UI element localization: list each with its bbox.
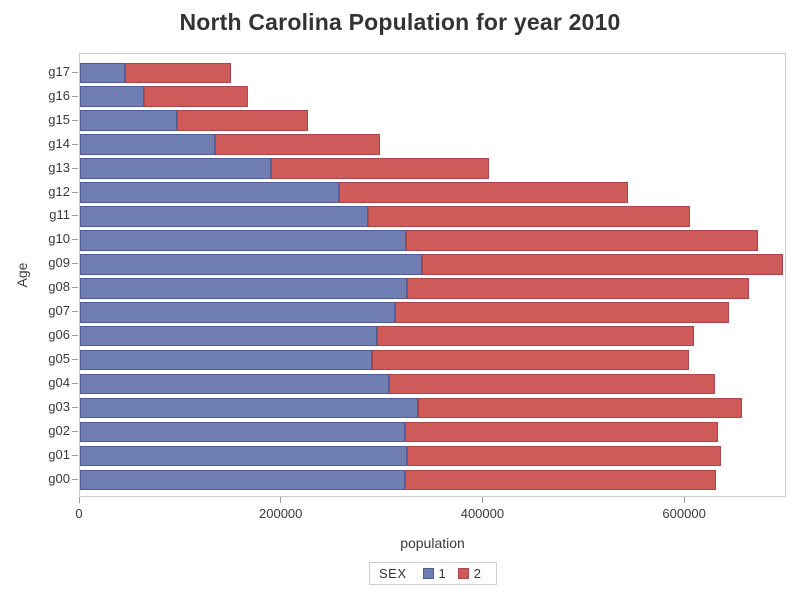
bar-g01-sex2 xyxy=(406,445,722,467)
y-tick-mark xyxy=(72,215,78,217)
bar-g16-sex1 xyxy=(80,86,144,107)
y-tick-label-g04: g04 xyxy=(48,375,70,391)
bar-g12-sex1 xyxy=(80,182,340,203)
x-tick-mark xyxy=(481,497,483,503)
bar-g07-sex2 xyxy=(394,302,730,323)
bar-g05-sex2 xyxy=(372,349,690,371)
bar-g04-sex1 xyxy=(80,373,389,395)
y-tick-mark xyxy=(72,383,78,385)
y-tick-mark xyxy=(72,454,78,456)
plot-area xyxy=(79,53,786,497)
bar-g09-sex2 xyxy=(421,254,783,275)
y-tick-label-g07: g07 xyxy=(48,303,70,319)
bar-g13-sex2 xyxy=(270,158,490,179)
legend-swatch-icon xyxy=(422,568,434,579)
y-tick-label-g02: g02 xyxy=(48,423,70,438)
bar-g02-sex2 xyxy=(404,421,719,443)
y-tick-mark xyxy=(72,431,78,432)
x-tick-label-200000: 200000 xyxy=(259,506,303,521)
bar-g08-sex1 xyxy=(80,278,407,299)
bar-g05-sex1 xyxy=(80,349,373,371)
y-tick-mark xyxy=(72,119,78,121)
y-tick-label-g09: g09 xyxy=(48,255,70,271)
bar-g17-sex2 xyxy=(125,62,232,83)
bar-g06-sex2 xyxy=(376,325,695,347)
bar-g10-sex2 xyxy=(405,230,758,251)
y-tick-mark xyxy=(72,287,78,289)
y-tick-mark xyxy=(72,263,78,265)
bar-g14-sex2 xyxy=(215,134,380,155)
y-tick-label-g12: g12 xyxy=(48,183,70,199)
y-axis-title: Age xyxy=(14,262,30,288)
y-tick-label-g06: g06 xyxy=(48,327,70,343)
legend-label: 1 xyxy=(438,566,446,581)
y-tick-mark xyxy=(72,167,78,169)
y-tick-label-g13: g13 xyxy=(48,159,70,175)
legend-item-sex-2: 2 xyxy=(457,566,481,581)
legend-item-sex-1: 1 xyxy=(422,566,446,581)
x-tick-label-400000: 400000 xyxy=(460,506,505,521)
y-tick-mark xyxy=(72,335,78,337)
bar-g14-sex1 xyxy=(80,134,216,155)
bar-g08-sex2 xyxy=(406,278,749,299)
bar-g11-sex2 xyxy=(368,206,691,227)
y-tick-mark xyxy=(72,143,78,145)
y-tick-label-g11: g11 xyxy=(49,207,70,223)
y-tick-label-g03: g03 xyxy=(48,399,70,415)
x-tick-label-0: 0 xyxy=(75,506,83,521)
y-tick-label-g17: g17 xyxy=(48,63,70,79)
y-tick-label-g05: g05 xyxy=(48,351,70,367)
bar-g06-sex1 xyxy=(80,325,377,347)
legend-label: 2 xyxy=(473,566,481,581)
bar-g15-sex2 xyxy=(176,110,308,131)
bar-g10-sex1 xyxy=(80,230,406,251)
y-tick-mark xyxy=(72,191,78,193)
y-tick-mark xyxy=(72,71,78,73)
bar-g11-sex1 xyxy=(80,206,369,227)
y-tick-mark xyxy=(72,95,78,97)
x-tick-mark xyxy=(78,497,80,503)
bar-g04-sex2 xyxy=(388,373,716,395)
bar-g00-sex1 xyxy=(80,469,405,491)
bar-g02-sex1 xyxy=(80,421,405,443)
y-tick-label-g15: g15 xyxy=(48,111,70,127)
x-axis-title: population xyxy=(400,535,465,551)
y-tick-mark xyxy=(72,239,78,241)
bar-g09-sex1 xyxy=(80,254,422,275)
y-tick-mark xyxy=(72,359,78,361)
bar-g00-sex2 xyxy=(404,469,717,491)
chart-title: North Carolina Population for year 2010 xyxy=(179,9,621,35)
bar-g07-sex1 xyxy=(80,302,395,323)
bar-g03-sex2 xyxy=(417,397,742,419)
bar-g12-sex2 xyxy=(339,182,628,203)
x-tick-label-600000: 600000 xyxy=(662,506,706,521)
x-tick-mark xyxy=(683,497,685,503)
bar-g15-sex1 xyxy=(80,110,177,131)
bar-g13-sex1 xyxy=(80,158,271,179)
y-tick-label-g10: g10 xyxy=(48,231,70,247)
y-tick-label-g14: g14 xyxy=(48,135,70,151)
y-tick-label-g08: g08 xyxy=(48,279,70,295)
y-tick-mark xyxy=(72,407,78,409)
y-tick-label-g16: g16 xyxy=(48,87,70,103)
y-tick-mark xyxy=(72,478,78,480)
y-tick-label-g01: g01 xyxy=(48,446,70,462)
bar-g01-sex1 xyxy=(80,445,407,467)
bar-g16-sex2 xyxy=(143,86,249,107)
legend-title: SEX xyxy=(379,566,407,581)
y-tick-label-g00: g00 xyxy=(48,470,70,486)
legend-swatch-icon xyxy=(457,568,469,579)
bar-g17-sex1 xyxy=(80,62,126,83)
x-tick-mark xyxy=(280,497,282,503)
bar-g03-sex1 xyxy=(80,397,418,419)
y-tick-mark xyxy=(72,311,78,313)
